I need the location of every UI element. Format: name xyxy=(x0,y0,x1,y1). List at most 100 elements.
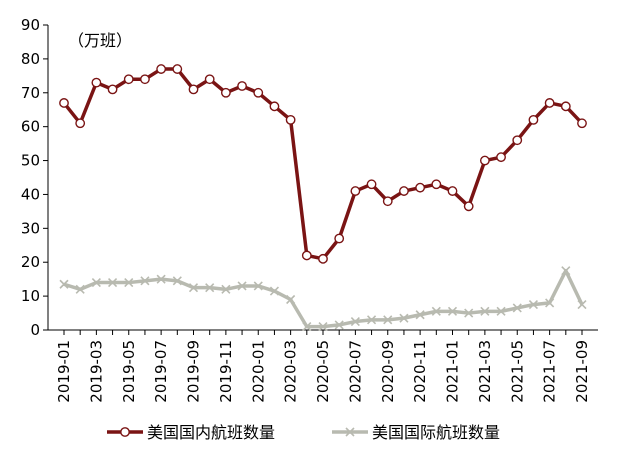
x-marker-stroke xyxy=(124,277,134,288)
series-0-point xyxy=(479,155,490,166)
series-0-point xyxy=(204,74,215,85)
x-marker-stroke xyxy=(59,279,69,289)
x-tick-label: 2020-05 xyxy=(314,340,332,403)
series-0-point xyxy=(285,114,296,125)
x-tick-label: 2019-01 xyxy=(55,340,73,403)
x-marker-stroke xyxy=(464,308,474,318)
x-tick-label: 2021-07 xyxy=(541,340,559,403)
x-tick-label: 2019-07 xyxy=(152,340,170,403)
series-1-point xyxy=(107,277,118,288)
x-tick-label: 2021-01 xyxy=(444,340,462,403)
x-marker-stroke xyxy=(561,266,571,276)
y-unit-label: （万班） xyxy=(68,31,132,50)
x-marker-stroke xyxy=(91,277,101,288)
series-0-point xyxy=(140,74,150,85)
legend-item-0: 美国国内航班数量 xyxy=(107,423,275,442)
series-layer xyxy=(59,64,587,332)
series-0-point xyxy=(301,250,312,261)
series-0-point xyxy=(156,64,167,74)
legend: 美国国内航班数量 美国国际航班数量 xyxy=(107,423,500,442)
series-1-point xyxy=(286,294,296,305)
legend-marker xyxy=(120,427,130,437)
series-1-point xyxy=(399,313,409,323)
series-0-point xyxy=(415,182,426,193)
y-tick-label: 10 xyxy=(21,287,40,305)
x-marker-stroke xyxy=(269,286,280,296)
x-tick-label: 2020-11 xyxy=(411,340,429,403)
series-0-point xyxy=(350,186,361,196)
series-1-point xyxy=(156,274,166,284)
x-tick-label: 2019-05 xyxy=(120,340,138,403)
x-marker-stroke xyxy=(350,316,360,327)
series-0-point xyxy=(431,179,442,190)
x-marker-stroke xyxy=(415,310,425,320)
legend-label: 美国国际航班数量 xyxy=(372,423,500,442)
series-1-point xyxy=(447,306,458,316)
series-1-point xyxy=(383,315,393,325)
x-marker-stroke xyxy=(188,283,199,293)
series-1-point xyxy=(269,286,280,296)
y-tick-label: 40 xyxy=(21,185,40,203)
series-line-0 xyxy=(62,67,584,261)
series-0-point xyxy=(123,74,134,85)
x-tick-label: 2019-03 xyxy=(87,340,105,403)
x-tick-label: 2020-03 xyxy=(282,340,300,403)
series-0-point xyxy=(318,253,328,264)
series-0-point xyxy=(107,84,118,95)
series-1-point xyxy=(59,279,69,289)
y-tick-label: 70 xyxy=(21,84,40,102)
x-marker-stroke xyxy=(577,300,587,310)
series-0-point xyxy=(269,101,280,112)
x-marker-stroke xyxy=(205,283,215,293)
series-1-point xyxy=(464,308,474,318)
series-1-point xyxy=(140,276,150,286)
axes-group: 0 10 20 30 40 50 60 70 80 90 2019-01 2019-03 2019-05… xyxy=(21,16,598,403)
x-tick-label: 2020-09 xyxy=(379,340,397,403)
series-0-point xyxy=(528,114,539,125)
series-0-point xyxy=(463,201,474,212)
x-tick-label: 2019-09 xyxy=(185,340,203,403)
series-0-point xyxy=(496,152,506,163)
x-marker-stroke xyxy=(366,315,377,325)
series-1-point xyxy=(237,281,247,291)
y-tick-label: 60 xyxy=(21,118,40,136)
series-1-point xyxy=(561,266,571,276)
x-marker-stroke xyxy=(253,281,263,291)
series-0-point xyxy=(59,98,69,108)
x-tick-label: 2021-09 xyxy=(573,340,591,403)
x-marker-stroke xyxy=(140,276,150,286)
series-1-point xyxy=(480,306,490,316)
x-marker-stroke xyxy=(480,306,490,316)
series-1-point xyxy=(334,320,344,330)
series-1-point xyxy=(205,283,215,293)
series-1-point xyxy=(91,277,101,288)
series-1-point xyxy=(350,316,360,327)
x-marker-stroke xyxy=(286,294,296,305)
x-tick-label: 2021-03 xyxy=(476,340,494,403)
x-tick-label: 2020-07 xyxy=(346,340,364,403)
y-tick-label: 80 xyxy=(21,50,40,68)
series-0-point xyxy=(577,118,587,129)
series-0-point xyxy=(91,77,102,88)
series-1-point xyxy=(415,310,425,320)
series-1-point xyxy=(75,284,85,294)
x-marker-stroke xyxy=(172,276,182,286)
legend-label: 美国国内航班数量 xyxy=(147,423,275,442)
x-marker-stroke xyxy=(383,315,393,325)
series-1-point xyxy=(496,306,506,316)
series-1-point xyxy=(318,322,328,332)
series-0-point xyxy=(560,101,571,112)
series-0-point xyxy=(366,179,377,190)
x-marker-stroke xyxy=(512,303,522,313)
x-tick-label: 2019-11 xyxy=(217,340,235,403)
series-1-point xyxy=(528,300,539,310)
x-marker-stroke xyxy=(528,300,539,310)
series-1-point xyxy=(172,276,182,286)
series-0-point xyxy=(334,233,345,244)
x-marker-stroke xyxy=(334,320,344,330)
x-marker-stroke xyxy=(237,281,247,291)
series-1-point xyxy=(124,277,134,288)
y-tick-label: 30 xyxy=(21,219,40,237)
series-1-point xyxy=(221,284,231,294)
y-tick-label: 50 xyxy=(21,152,40,170)
